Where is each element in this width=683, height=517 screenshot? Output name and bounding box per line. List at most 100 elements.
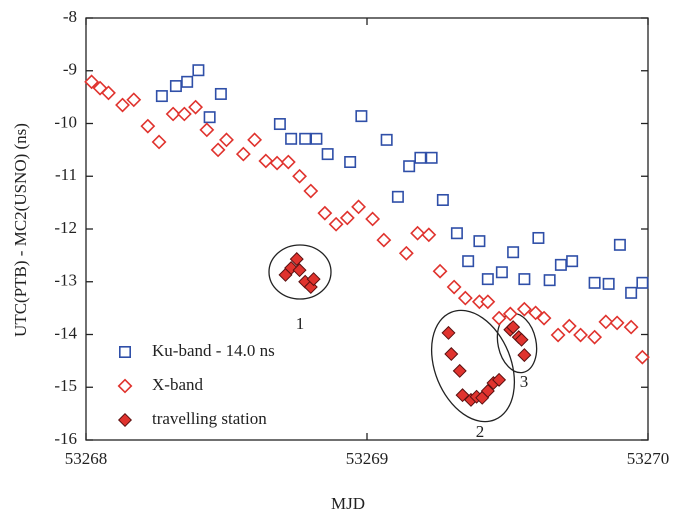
point — [181, 75, 194, 88]
point — [587, 329, 603, 345]
point — [516, 301, 532, 317]
point — [351, 199, 367, 215]
point — [380, 133, 393, 146]
point — [518, 273, 531, 286]
legend-marker — [117, 378, 133, 394]
annotation: 1 — [296, 314, 305, 333]
point — [303, 280, 318, 295]
point — [625, 286, 638, 299]
point — [550, 327, 566, 343]
point — [285, 132, 298, 145]
annotation: 3 — [520, 372, 529, 391]
point — [410, 225, 426, 241]
point — [140, 118, 156, 134]
y-tick-label: -16 — [54, 429, 77, 448]
point — [495, 266, 508, 279]
point — [421, 227, 437, 243]
point — [543, 274, 556, 287]
point — [339, 210, 355, 226]
point — [299, 132, 312, 145]
point — [609, 315, 625, 331]
point — [192, 64, 205, 77]
y-tick-label: -11 — [55, 165, 77, 184]
annotation: 2 — [476, 422, 485, 441]
point — [613, 238, 626, 251]
y-tick-label: -10 — [54, 112, 77, 131]
point — [188, 99, 204, 115]
point — [214, 87, 227, 100]
point — [203, 111, 216, 124]
legend-label: Ku-band - 14.0 ns — [152, 341, 275, 360]
point — [506, 320, 521, 335]
point — [536, 310, 552, 326]
y-tick-label: -13 — [54, 271, 77, 290]
point — [321, 148, 334, 161]
point — [292, 263, 307, 278]
point — [462, 255, 475, 268]
point — [151, 134, 167, 150]
point — [303, 183, 319, 199]
point — [436, 193, 449, 206]
x-tick-label: 53268 — [65, 449, 108, 468]
point — [210, 142, 226, 158]
point — [602, 277, 615, 290]
point — [561, 318, 577, 334]
point — [444, 347, 459, 362]
point — [344, 156, 357, 169]
legend-label: travelling station — [152, 409, 267, 428]
point — [115, 97, 130, 113]
point — [452, 363, 467, 378]
point — [634, 349, 650, 365]
point — [376, 232, 392, 248]
point — [310, 132, 323, 145]
point — [101, 85, 116, 101]
point — [126, 92, 142, 108]
point — [235, 146, 251, 162]
point — [491, 310, 507, 326]
point — [492, 372, 507, 387]
point — [446, 279, 462, 295]
cluster-outline — [430, 309, 516, 423]
point — [441, 325, 456, 340]
point — [573, 327, 588, 343]
point — [155, 90, 168, 103]
point — [502, 306, 518, 322]
y-tick-label: -12 — [54, 218, 77, 237]
point — [414, 151, 427, 164]
point — [165, 106, 181, 122]
y-tick-label: -15 — [54, 376, 77, 395]
point — [532, 231, 545, 244]
point — [636, 276, 649, 289]
point — [623, 319, 639, 335]
point — [258, 153, 274, 169]
point — [517, 348, 532, 363]
point — [398, 245, 414, 261]
point — [473, 235, 486, 248]
point — [84, 74, 100, 90]
cluster-outline — [268, 244, 332, 300]
y-axis-title: UTC(PTB) - MC2(USNO) (ns) — [11, 123, 30, 337]
point — [306, 272, 321, 287]
legend-marker — [119, 345, 132, 358]
point — [280, 154, 296, 170]
point — [432, 263, 448, 279]
point — [219, 132, 234, 148]
point — [292, 168, 307, 184]
point — [199, 122, 215, 138]
point — [450, 227, 463, 240]
point — [598, 314, 614, 330]
point — [588, 276, 601, 289]
x-tick-label: 53270 — [627, 449, 670, 468]
y-tick-label: -9 — [63, 60, 77, 79]
point — [355, 110, 368, 123]
legend-label: X-band — [152, 375, 203, 394]
point — [269, 155, 285, 171]
point — [365, 211, 381, 227]
point — [391, 190, 404, 203]
legend-marker — [117, 412, 133, 428]
point — [328, 216, 344, 232]
point — [317, 205, 333, 221]
point — [554, 258, 567, 271]
point — [169, 80, 182, 93]
